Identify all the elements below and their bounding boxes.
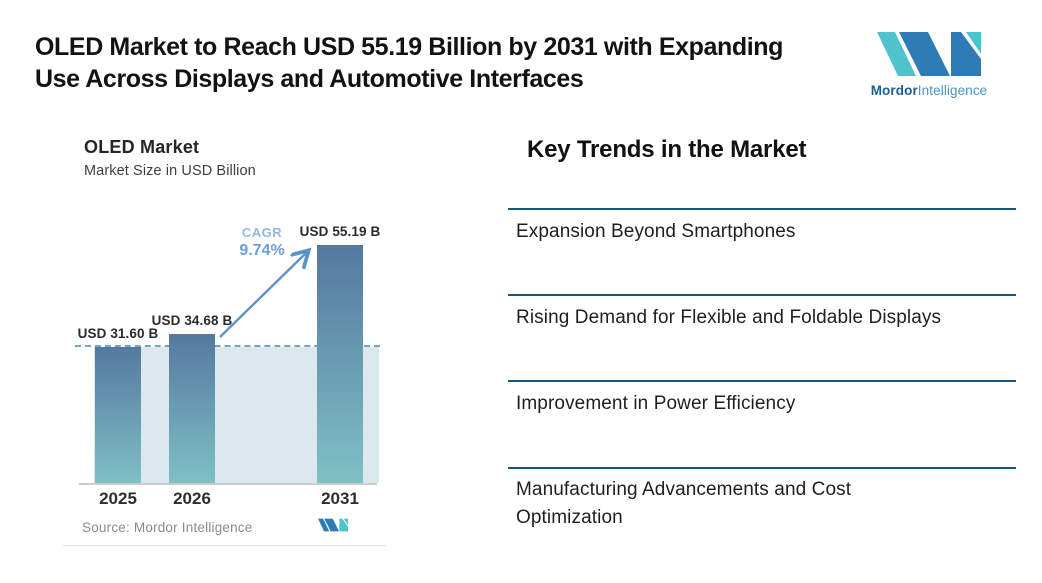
trend-item-3: Improvement in Power Efficiency [516, 393, 796, 414]
bar-value-label-2025: USD 31.60 B [77, 326, 159, 341]
chart-source: Source: Mordor Intelligence [82, 520, 253, 535]
x-tick-label-2031: 2031 [321, 489, 359, 508]
page-title: OLED Market to Reach USD 55.19 Billion b… [35, 31, 845, 95]
chart-title: OLED Market [84, 137, 200, 157]
brand-name-bold: Mordor [870, 83, 918, 98]
x-tick-label-2025: 2025 [99, 489, 137, 508]
trend-rule-3 [508, 380, 1016, 382]
bar-value-label-2031: USD 55.19 B [299, 224, 381, 240]
x-tick-label-2026: 2026 [173, 489, 211, 508]
chart-card: OLED Market Market Size in USD Billion U… [63, 128, 387, 546]
reference-dashed-line [75, 345, 380, 347]
bar-2025 [95, 347, 141, 483]
trend-rule-4 [508, 467, 1016, 469]
brand-name-regular: Intelligence [917, 83, 988, 98]
bar-value-label-2026: USD 34.68 B [151, 312, 233, 328]
page-title-line-1: OLED Market to Reach USD 55.19 Billion b… [35, 33, 784, 61]
brand-wordmark: MordorIntelligence [867, 83, 991, 98]
trends-heading: Key Trends in the Market [527, 136, 807, 163]
chart-logo-icon [318, 518, 348, 532]
x-axis-line [79, 483, 377, 485]
cagr-annotation: CAGR 9.74% [212, 225, 312, 260]
trend-rule-1 [508, 208, 1016, 210]
trend-rule-2 [508, 294, 1016, 296]
trend-item-2: Rising Demand for Flexible and Foldable … [516, 307, 942, 328]
trend-item-1: Expansion Beyond Smartphones [516, 221, 796, 242]
cagr-label: CAGR [241, 225, 283, 240]
page-title-line-2: Use Across Displays and Automotive Inter… [35, 65, 584, 93]
trend-item-4: Manufacturing Advancements and Cost Opti… [516, 479, 852, 528]
bar-2026 [169, 333, 215, 483]
mordor-logo-icon [877, 32, 981, 76]
brand-logo: MordorIntelligence [867, 32, 991, 98]
bar-2031 [317, 245, 363, 483]
cagr-value: 9.74% [239, 242, 285, 259]
chart-subtitle: Market Size in USD Billion [84, 163, 256, 179]
